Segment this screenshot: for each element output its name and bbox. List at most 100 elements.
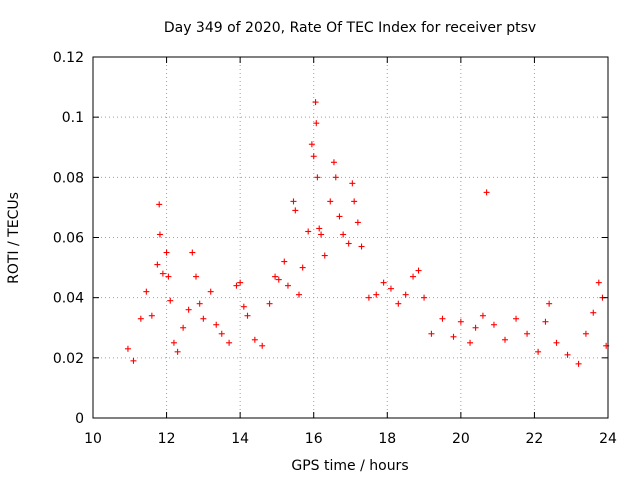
data-point (595, 279, 602, 286)
data-point (421, 294, 428, 301)
x-tick-label: 24 (599, 431, 617, 447)
data-point (237, 279, 244, 286)
data-point (467, 339, 474, 346)
data-point (296, 291, 302, 298)
data-point (272, 273, 279, 280)
data-points (124, 99, 610, 367)
data-point (490, 321, 497, 328)
data-point (189, 249, 196, 256)
data-point (402, 291, 409, 298)
data-point (251, 336, 258, 343)
data-point (321, 252, 328, 259)
data-point (226, 339, 233, 346)
data-point (373, 291, 380, 298)
data-point (170, 339, 177, 346)
plot-frame (92, 56, 609, 419)
data-point (479, 312, 486, 319)
data-point (213, 321, 220, 328)
grid-lines (93, 57, 608, 418)
y-tick-label: 0.02 (53, 351, 84, 367)
data-point (193, 273, 199, 280)
data-point (143, 288, 150, 295)
data-point (156, 231, 163, 238)
data-point (349, 180, 356, 187)
data-point (439, 315, 446, 322)
data-point (312, 99, 319, 106)
data-point (200, 315, 207, 322)
data-point (395, 300, 402, 307)
y-tick-label: 0 (75, 411, 84, 427)
data-point (542, 318, 549, 325)
data-point (163, 249, 170, 256)
data-point (154, 261, 161, 268)
data-point (472, 324, 479, 331)
data-point (196, 300, 203, 307)
data-point (564, 351, 571, 358)
x-tick-label: 16 (305, 431, 323, 447)
data-point (185, 306, 192, 313)
data-point (415, 267, 422, 274)
data-point (159, 270, 166, 277)
x-tick-label: 20 (452, 431, 470, 447)
data-point (513, 315, 520, 322)
data-point (174, 348, 181, 355)
data-point (180, 324, 187, 331)
data-point (316, 225, 323, 232)
x-tick-label: 18 (378, 431, 396, 447)
data-point (290, 198, 297, 205)
data-point (327, 198, 334, 205)
chart-title: Day 349 of 2020, Rate Of TEC Index for r… (164, 20, 536, 36)
data-point (156, 201, 163, 208)
data-point (259, 342, 266, 349)
data-point (240, 303, 247, 310)
data-point (590, 309, 597, 316)
data-point (284, 282, 291, 289)
data-point (148, 312, 155, 319)
data-point (410, 273, 417, 280)
data-point (553, 339, 560, 346)
data-point (483, 189, 490, 196)
x-tick-label: 10 (84, 431, 102, 447)
data-point (450, 333, 457, 340)
x-axis-label: GPS time / hours (291, 458, 408, 474)
data-point (387, 285, 394, 292)
y-tick-label: 0.08 (53, 170, 84, 186)
data-point (167, 297, 174, 304)
data-point (244, 312, 251, 319)
data-point (502, 336, 508, 343)
data-point (351, 198, 358, 205)
data-point (354, 219, 361, 226)
data-point (365, 294, 372, 301)
data-point (233, 282, 240, 289)
data-point (313, 120, 320, 127)
data-point (575, 360, 582, 367)
data-point (305, 228, 312, 235)
data-point (524, 330, 531, 337)
data-point (207, 288, 214, 295)
data-point (310, 153, 317, 160)
data-point (130, 357, 137, 364)
data-point (318, 231, 325, 238)
data-point (457, 318, 464, 325)
data-point (275, 276, 282, 283)
data-point (546, 300, 553, 307)
y-tick-label: 0.1 (62, 110, 84, 126)
data-point (266, 300, 273, 307)
y-axis-label: ROTI / TECUs (6, 192, 22, 284)
data-point (137, 315, 144, 322)
data-point (314, 174, 321, 181)
data-point (428, 330, 435, 337)
data-point (332, 174, 339, 181)
data-point (218, 330, 225, 337)
data-point (299, 264, 306, 271)
data-point (582, 330, 589, 337)
y-tick-label: 0.12 (53, 50, 84, 66)
data-point (292, 207, 299, 214)
data-point (380, 279, 387, 286)
x-tick-label: 14 (231, 431, 249, 447)
data-point (345, 240, 352, 247)
data-point (535, 348, 542, 355)
data-point (281, 258, 288, 265)
x-axis: 10 12 14 16 18 20 22 24 (84, 57, 617, 447)
